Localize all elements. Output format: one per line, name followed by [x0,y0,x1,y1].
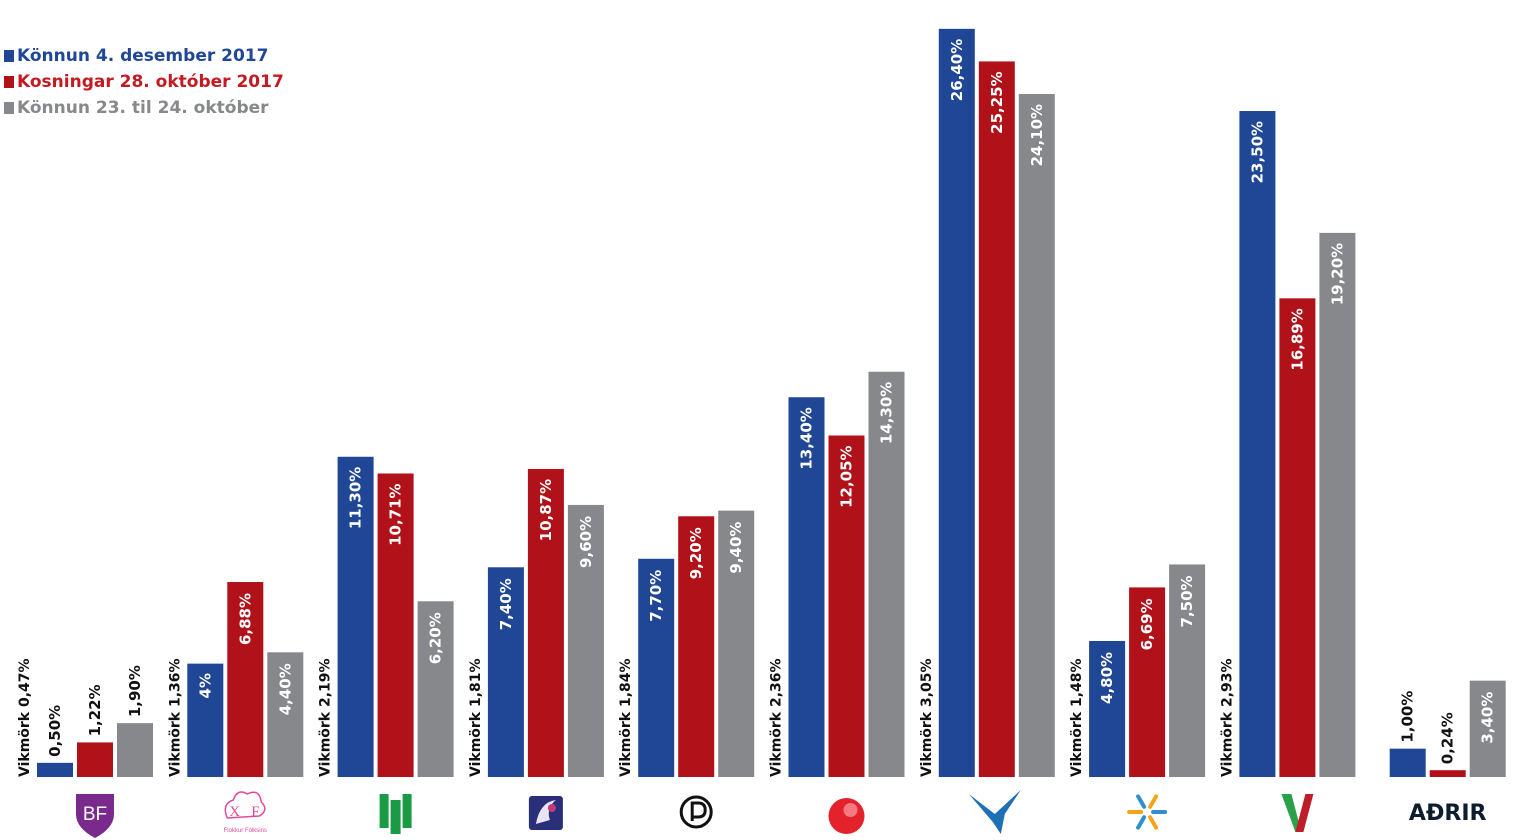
bar [1389,748,1426,777]
pirate-flag-logo [679,795,713,829]
red-sphere-logo [828,798,865,834]
bar [377,473,414,777]
svg-text:BF: BF [83,804,107,825]
bar-value-label: 9,60% [577,516,595,568]
v-logo [1281,794,1314,832]
bf-shield-logo: BF [76,794,114,838]
bar [938,28,975,777]
margin-of-error-label: Vikmörk 3,05% [919,658,935,777]
legend-label: Könnun 23. til 24. október [17,98,269,118]
bar-value-label: 16,89% [1288,308,1306,370]
bar-value-label: 25,25% [988,71,1006,133]
svg-text:X: X [229,804,240,820]
bar-value-label: 14,30% [878,382,896,444]
legend-item: Kosningar 28. október 2017 [4,69,284,95]
bar-value-label: 0,24% [1439,712,1457,764]
legend-item: Könnun 4. desember 2017 [4,43,284,69]
viðreisn-logo [528,796,563,830]
bar-value-label: 7,50% [1178,575,1196,627]
bar-value-label: 6,20% [427,612,445,664]
bar [527,468,564,777]
svg-text:F: F [251,804,259,820]
bar [678,516,715,777]
bar [638,558,675,777]
bar [487,567,524,777]
margin-of-error-label: Vikmörk 2,19% [318,658,334,777]
bar-value-label: 19,20% [1328,243,1346,305]
bar-value-label: 7,70% [647,570,665,622]
bar-value-label: 13,40% [798,407,816,469]
falcon-logo [968,790,1021,834]
legend-swatch [4,102,14,114]
bar-value-label: 4% [196,673,214,698]
bar [227,582,264,777]
bar [1239,111,1276,777]
green-book-logo [379,794,412,834]
margin-of-error-label: Vikmörk 2,36% [769,658,785,777]
bar [1129,587,1166,777]
bar [1469,680,1506,777]
bar-value-label: 11,30% [347,467,365,529]
bar [788,397,825,777]
bar [868,371,905,777]
bar-value-label: 6,69% [1138,598,1156,650]
margin-of-error-label: Vikmörk 1,81% [468,658,484,777]
legend-item: Könnun 23. til 24. október [4,95,284,121]
bar-value-label: 23,50% [1248,121,1266,183]
bar-value-label: 0,50% [46,705,64,757]
bar [978,61,1015,778]
bar [1089,640,1126,777]
bar [1018,94,1055,778]
bar [1319,232,1356,778]
bar [337,456,374,777]
bar-value-label: 6,88% [236,593,254,645]
margin-of-error-label: Vikmörk 0,47% [17,658,33,777]
bar-value-label: 12,05% [838,445,856,507]
bar-value-label: 10,71% [387,483,405,545]
legend-swatch [4,76,14,88]
bar-value-label: 10,87% [537,479,555,541]
bar-value-label: 4,80% [1098,652,1116,704]
bar-value-label: 3,40% [1479,692,1497,744]
bar-value-label: 7,40% [497,578,515,630]
snowflake-logo [1127,794,1168,830]
bar [1279,298,1316,777]
legend-label: Könnun 4. desember 2017 [17,46,269,66]
bar [567,504,604,777]
margin-of-error-label: Vikmörk 1,48% [1069,658,1085,777]
bar [828,435,865,777]
bar-value-label: 4,40% [276,663,294,715]
bar [1169,564,1206,777]
bar-value-label: 1,22% [86,684,104,736]
bar [417,601,454,777]
bar-value-label: 24,10% [1028,104,1046,166]
bar [37,762,73,777]
legend: Könnun 4. desember 2017 Kosningar 28. ok… [4,43,284,121]
bar-value-label: 1,00% [1399,691,1417,743]
legend-swatch [4,50,14,62]
others-text: AÐRIR [1409,801,1487,826]
bar-value-label: 9,40% [727,522,745,574]
bar [187,663,224,777]
bar-value-label: 1,90% [126,665,144,717]
bar-value-label: 9,20% [687,527,705,579]
svg-text:Flokkur Fólksins: Flokkur Fólksins [224,828,267,834]
margin-of-error-label: Vikmörk 2,93% [1219,658,1235,777]
flokkur-folksins-logo: X F Flokkur Fólksins [224,791,267,834]
legend-label: Kosningar 28. október 2017 [17,72,284,92]
bar [117,723,153,777]
bar [718,510,755,777]
bar-value-label: 26,40% [948,39,966,101]
bar [1429,770,1466,777]
margin-of-error-label: Vikmörk 1,36% [167,658,183,777]
bar [77,742,113,777]
svg-text:AÐRIR: AÐRIR [1409,801,1487,826]
margin-of-error-label: Vikmörk 1,84% [618,658,634,777]
bar [267,652,304,777]
